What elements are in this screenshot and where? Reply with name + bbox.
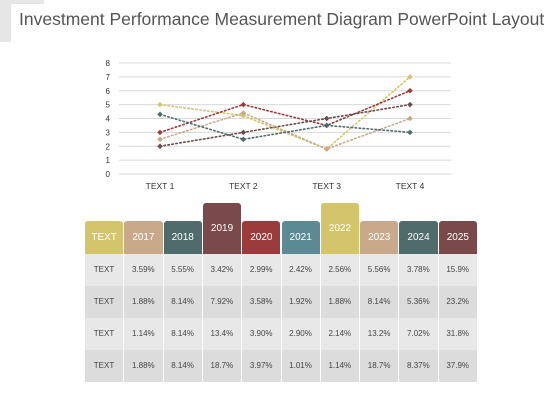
table-cell: 31.8% [437, 318, 477, 350]
table-cell: 1.14% [123, 318, 162, 350]
table-cell: 13.4% [201, 318, 241, 350]
table-cell: 3.90% [241, 318, 280, 350]
data-point [407, 129, 413, 136]
table-cell: 3.58% [241, 286, 280, 318]
column-header-label: 2021 [289, 232, 312, 243]
data-point [240, 129, 247, 136]
table-cell: 7.92% [201, 286, 241, 318]
table-cell: 5.36% [398, 286, 437, 318]
y-tick-label: 5 [106, 101, 111, 110]
x-tick-label: TEXT 3 [312, 181, 341, 191]
series-line [159, 89, 411, 134]
table-cell: 3.97% [241, 350, 280, 382]
series-line [159, 76, 411, 150]
table-cell: 8.14% [359, 286, 398, 318]
table-cell: 1.88% [319, 286, 359, 318]
table-cell: 23.2% [437, 286, 477, 318]
column-header: 2021 [281, 221, 320, 254]
column-header: 2023 [360, 221, 399, 254]
table-cell: 13.2% [359, 318, 398, 350]
table-cell: 2.42% [280, 254, 320, 286]
column-header: 2025 [438, 221, 477, 254]
data-point [407, 74, 413, 80]
column-header-label: 2017 [132, 232, 155, 243]
y-tick-label: 1 [106, 156, 111, 165]
y-tick-label: 3 [106, 128, 111, 137]
column-header: 2022 [320, 203, 360, 254]
data-point [157, 136, 163, 143]
y-tick-label: 6 [106, 87, 111, 96]
column-header-label: 2019 [210, 223, 234, 234]
table-cell: 8.14% [162, 318, 202, 350]
table-cell: 1.92% [280, 286, 320, 318]
table-cell: 1.88% [123, 350, 162, 382]
y-tick-label: 7 [106, 73, 111, 82]
column-header: 2019 [202, 203, 242, 254]
page-title: Investment Performance Measurement Diagr… [19, 9, 545, 29]
column-header-label: 2024 [407, 232, 430, 243]
table-cell: 8.14% [162, 286, 202, 318]
column-header-label: 2018 [171, 232, 194, 243]
column-header: 2024 [399, 221, 438, 254]
column-header-label: 2022 [328, 223, 352, 234]
table-cell: 8.14% [162, 350, 202, 382]
table-cell: TEXT [84, 254, 123, 286]
corner-accent-top [0, 0, 44, 4]
table-cell: 1.01% [280, 350, 320, 382]
corner-accent [0, 0, 11, 42]
table-cell: 2.56% [319, 254, 359, 286]
table-cell: 18.7% [359, 350, 398, 382]
column-header-label: 2023 [368, 232, 391, 243]
table-cell: 5.56% [359, 254, 398, 286]
x-tick-label: TEXT 1 [146, 181, 175, 191]
column-header: 2020 [242, 221, 281, 254]
x-tick-label: TEXT 2 [229, 181, 258, 191]
y-tick-label: 0 [106, 170, 111, 179]
table-cell: 8.37% [398, 350, 437, 382]
data-point [407, 115, 413, 122]
table-cell: 2.99% [241, 254, 280, 286]
table-cell: 18.7% [201, 350, 241, 382]
data-point [240, 110, 247, 116]
table-cell: 3.42% [201, 254, 241, 286]
column-header-label: 2025 [446, 232, 469, 243]
y-tick-label: 4 [106, 115, 111, 124]
table-cell: 3.78% [398, 254, 437, 286]
table-cell: 1.88% [123, 286, 162, 318]
data-point [407, 87, 413, 94]
column-header: 2018 [163, 221, 202, 254]
table-cell: TEXT [84, 350, 123, 382]
table-cell: 37.9% [437, 350, 477, 382]
series-line [159, 103, 411, 148]
line-chart: 0 1 2 3 4 5 6 7 8 TEXT 1 TEXT 2 TEXT 3 TEXT 4 [106, 59, 451, 191]
column-header: TEXT [85, 221, 124, 254]
table-cell: 3.59% [123, 254, 162, 286]
column-header: 2017 [124, 221, 163, 254]
data-point [240, 136, 247, 143]
table-cell: TEXT [84, 318, 123, 350]
series-line [159, 112, 411, 150]
column-header-label: TEXT [91, 232, 117, 243]
column-header-label: 2020 [250, 232, 273, 243]
data-point [240, 101, 247, 108]
table-cell: 5.55% [162, 254, 202, 286]
series-line [159, 113, 411, 141]
data-point [157, 129, 163, 136]
table-cell: 2.90% [280, 318, 320, 350]
data-point [407, 101, 413, 108]
data-point [323, 122, 330, 129]
data-point [157, 143, 163, 150]
table-cell: 15.9% [437, 254, 477, 286]
data-point [323, 146, 330, 152]
table-cell: 2.14% [319, 318, 359, 350]
data-point [157, 111, 163, 118]
y-tick-label: 8 [106, 59, 111, 68]
y-tick-label: 2 [106, 142, 111, 151]
x-tick-label: TEXT 4 [396, 181, 425, 191]
table-cell: 1.14% [319, 350, 359, 382]
table-cell: 7.02% [398, 318, 437, 350]
data-point [157, 101, 163, 108]
data-point [323, 115, 330, 122]
table-cell: TEXT [84, 286, 123, 318]
